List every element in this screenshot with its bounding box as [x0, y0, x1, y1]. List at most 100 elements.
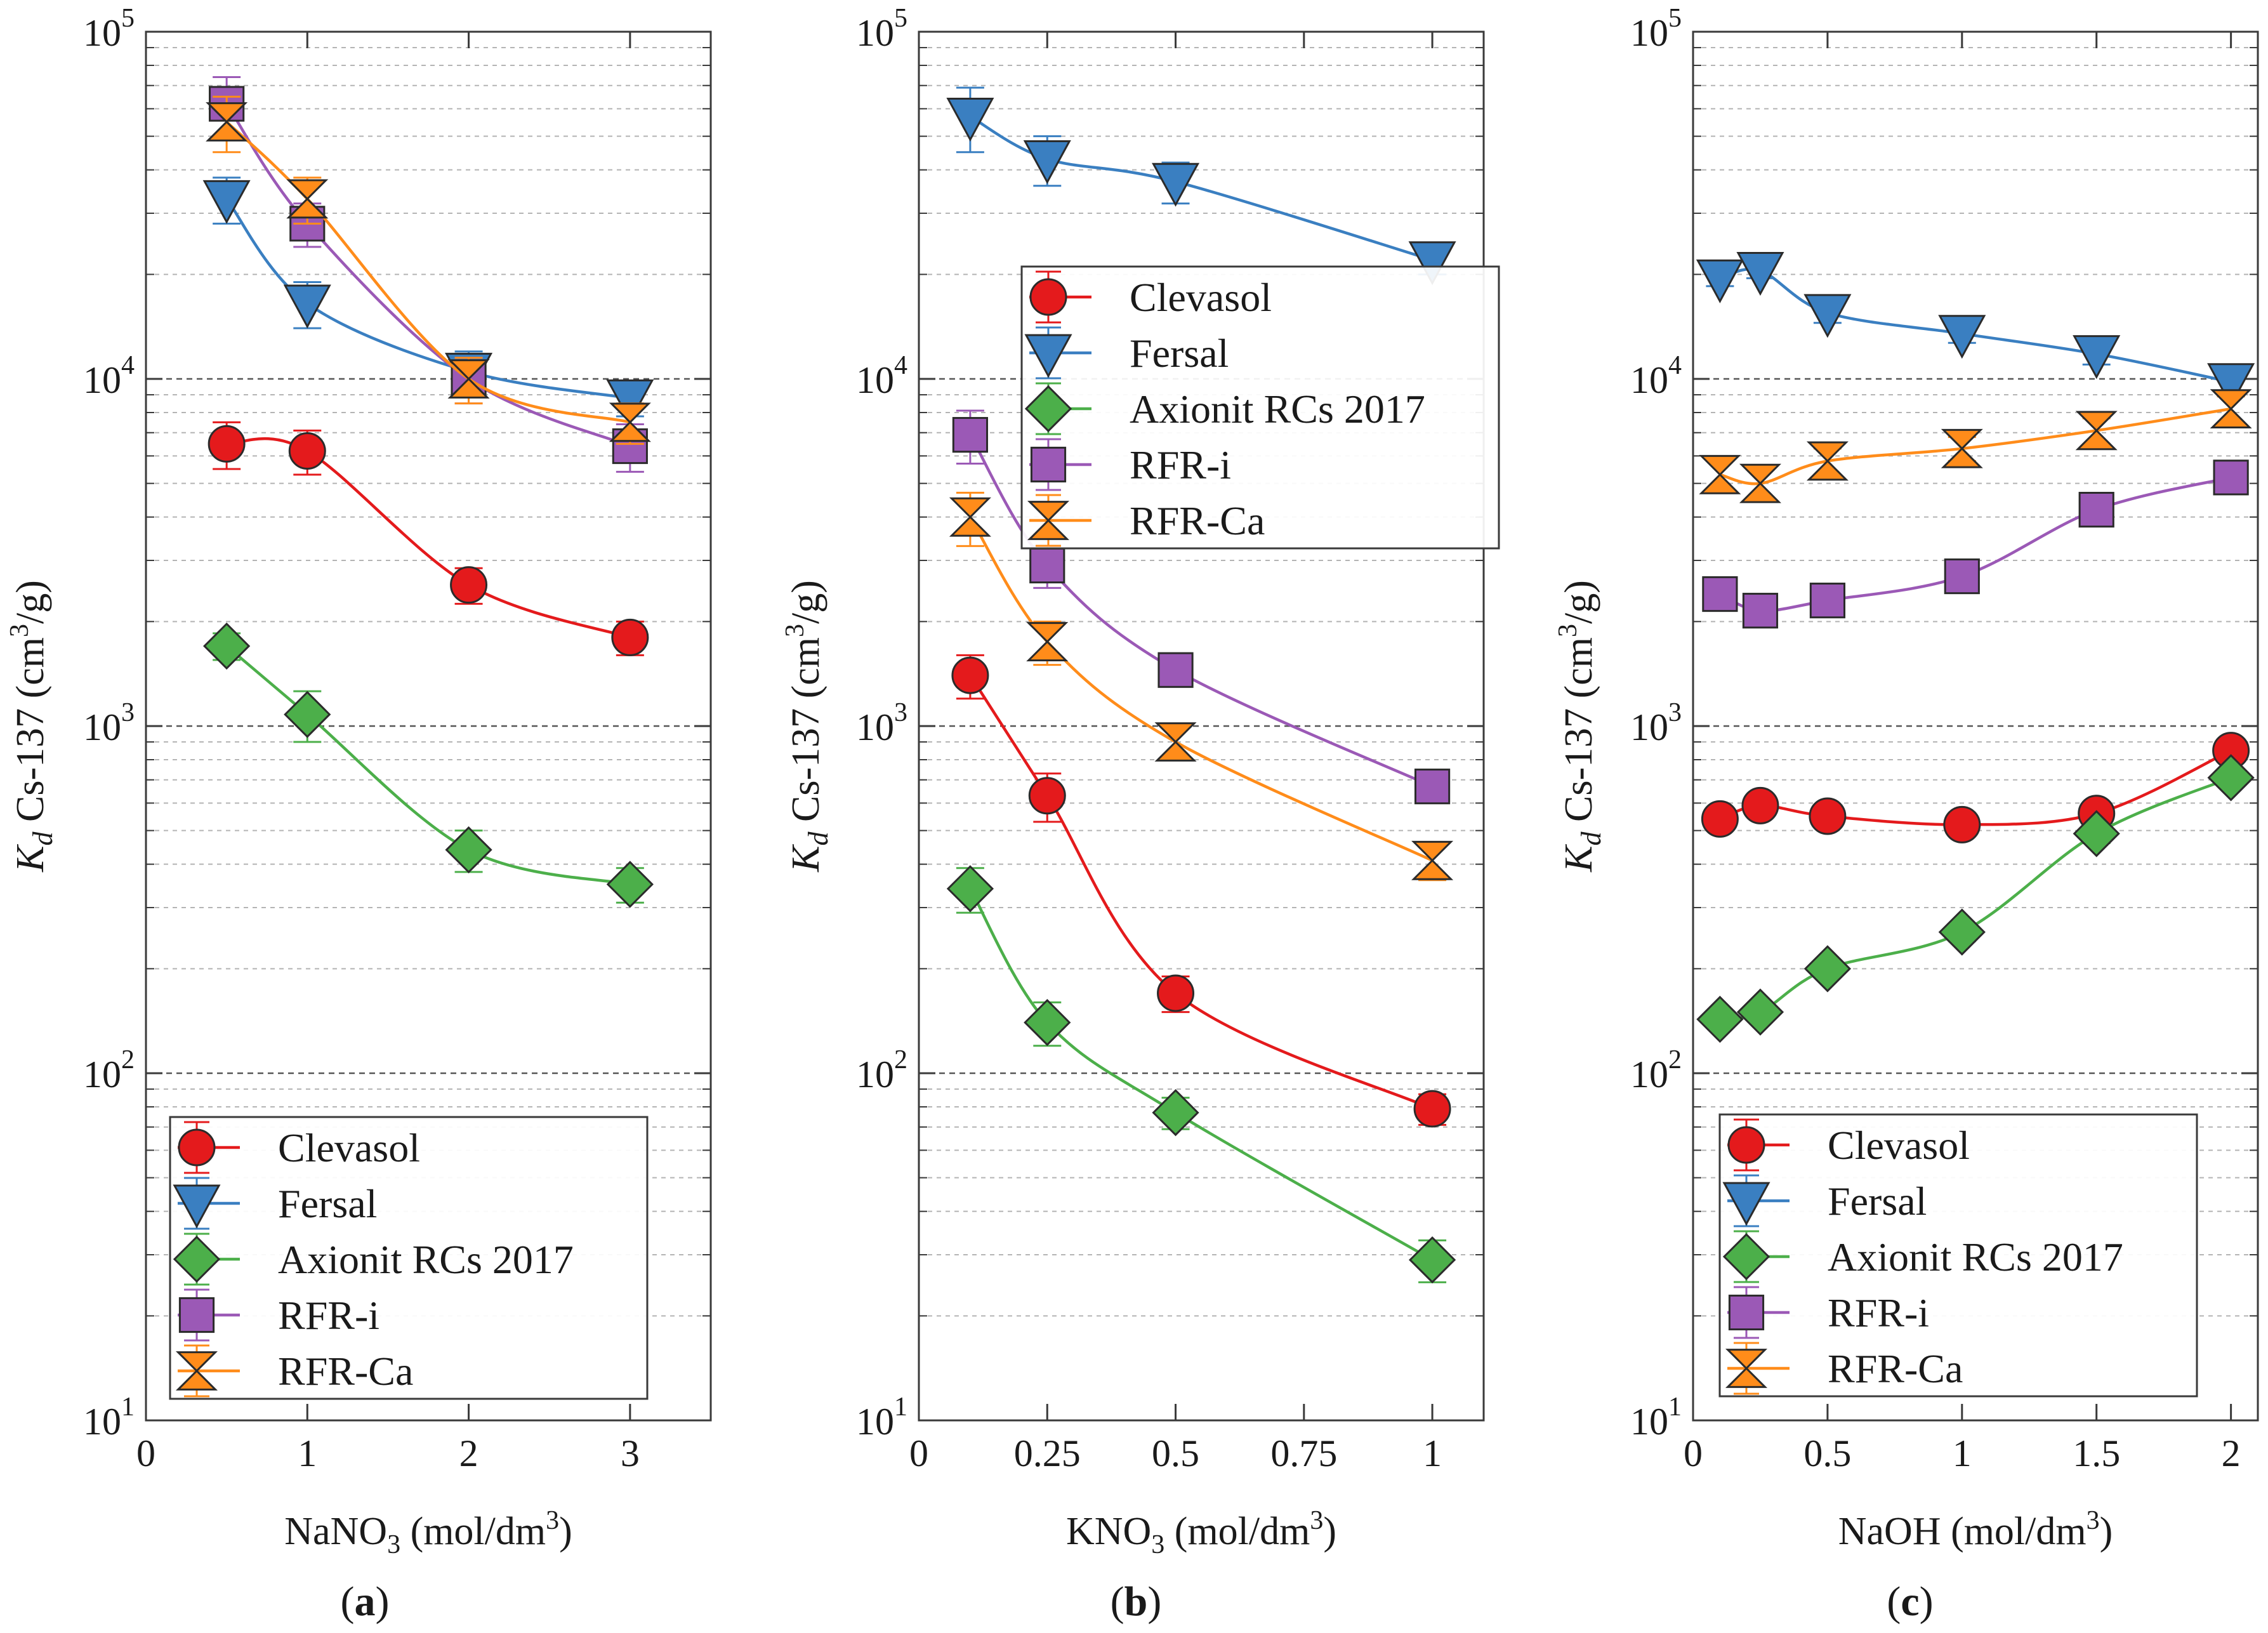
data-point — [606, 379, 654, 423]
panel-c-series — [1696, 251, 2255, 1043]
series-axionit-rcs-2017 — [1696, 754, 2255, 1043]
y-tick-label: 101 — [83, 1392, 135, 1443]
legend-label: RFR-i — [1828, 1290, 1929, 1335]
data-point — [1152, 162, 1200, 207]
data-point — [288, 432, 326, 470]
x-tick-label: 3 — [621, 1432, 640, 1474]
data-point — [202, 180, 251, 224]
legend-item-fersal: Fersal — [1024, 326, 1229, 380]
panel-a-x-ticks: 0 1 2 3 — [136, 32, 640, 1474]
data-point — [1023, 140, 1071, 185]
data-point — [1736, 988, 1784, 1036]
data-point — [2207, 363, 2255, 407]
y-tick-label: 105 — [856, 4, 907, 54]
data-point — [1024, 998, 1071, 1047]
data-point — [1943, 805, 1981, 843]
legend-label: Fersal — [1828, 1179, 1927, 1224]
data-point — [1414, 769, 1451, 805]
data-point — [1938, 315, 1986, 359]
panel-a-series — [202, 76, 654, 908]
data-point — [952, 417, 989, 453]
data-point — [2078, 491, 2114, 528]
legend-label: Axionit RCs 2017 — [278, 1237, 574, 1282]
x-tick-label: 0.5 — [1803, 1432, 1851, 1474]
series-line — [968, 433, 1434, 788]
panel-b-y-axis-label: Kd Cs-137 (cm3/g) — [781, 580, 834, 873]
y-tick-label: 102 — [1630, 1045, 1682, 1095]
legend-marker — [1725, 1349, 1768, 1388]
panel-c: 101 102 103 104 105 0 0.5 1 1.5 2 Kd Cs-137 (cm3… — [1553, 4, 2259, 1625]
data-point — [1413, 1090, 1451, 1128]
x-tick-label: 0.25 — [1014, 1432, 1081, 1474]
data-point — [1026, 622, 1069, 661]
x-tick-label: 0.5 — [1152, 1432, 1199, 1474]
data-point — [1152, 1088, 1199, 1137]
panel-a-x-axis-label: NaNO3 (mol/dm3) — [284, 1506, 572, 1559]
legend-item-clevasol: Clevasol — [178, 1121, 420, 1174]
data-point — [1157, 974, 1195, 1012]
series-rfr-ca — [949, 491, 1454, 882]
panel-c-x-axis-label: NaOH (mol/dm3) — [1838, 1506, 2113, 1553]
panel-c-y-ticks: 101 102 103 104 105 — [1630, 4, 2258, 1443]
data-point — [447, 359, 490, 399]
series-line — [225, 198, 631, 400]
series-line — [226, 437, 631, 639]
x-tick-label: 1 — [1953, 1432, 1972, 1474]
legend-label: Axionit RCs 2017 — [1130, 387, 1425, 432]
series-fersal — [1696, 251, 2255, 407]
panel-a-y-axis-label: Kd Cs-137 (cm3/g) — [5, 580, 58, 873]
series-clevasol — [951, 654, 1451, 1128]
legend-item-rfr-ca: RFR-Ca — [175, 1344, 413, 1398]
data-point — [1157, 652, 1194, 688]
series-line — [969, 674, 1434, 1111]
legend-marker — [1027, 501, 1070, 540]
data-point — [1411, 840, 1454, 880]
data-point — [1154, 722, 1197, 762]
legend-marker — [1722, 1182, 1770, 1226]
panel-a-y-ticks: 101 102 103 104 105 — [83, 4, 711, 1443]
legend-marker — [1029, 278, 1067, 316]
legend-label: Clevasol — [1828, 1123, 1970, 1168]
legend-item-rfr-i: RFR-i — [178, 1288, 379, 1342]
data-point — [1696, 259, 1744, 303]
data-point — [445, 826, 492, 874]
data-point — [1941, 428, 1983, 468]
data-point — [1696, 995, 1744, 1043]
legend-marker — [1024, 334, 1072, 378]
data-point — [1741, 786, 1779, 824]
data-point — [1408, 1236, 1456, 1284]
data-point — [283, 284, 331, 329]
data-point — [450, 566, 488, 604]
series-line — [968, 516, 1434, 862]
legend-item-rfr-i: RFR-i — [1029, 438, 1231, 491]
x-tick-label: 0 — [1684, 1432, 1703, 1474]
x-tick-label: 0 — [909, 1432, 928, 1474]
data-point — [1699, 454, 1741, 494]
series-line — [225, 645, 631, 886]
data-point — [611, 618, 649, 656]
panel-b-legend: Clevasol Fersal Axionit RCs 2017 RFR-i RFR-C… — [1020, 265, 1500, 550]
series-axionit-rcs-2017 — [203, 622, 654, 908]
data-point — [946, 865, 994, 913]
legend-item-axionit-rcs-2017: Axionit RCs 2017 — [1722, 1230, 2123, 1283]
legend-label: Clevasol — [1130, 275, 1272, 320]
data-point — [284, 691, 331, 738]
data-point — [206, 102, 248, 142]
y-tick-label: 104 — [83, 351, 135, 401]
legend-marker — [1030, 446, 1067, 483]
legend-label: RFR-i — [278, 1293, 379, 1338]
x-tick-label: 0.75 — [1270, 1432, 1337, 1474]
legend-label: RFR-i — [1130, 442, 1231, 487]
panel-b-y-ticks: 101 102 103 104 105 — [856, 4, 1484, 1443]
y-tick-label: 105 — [83, 4, 135, 54]
legend-label: RFR-Ca — [1130, 498, 1265, 543]
legend-box — [169, 1116, 649, 1400]
x-tick-label: 1 — [298, 1432, 317, 1474]
series-rfr-i — [952, 409, 1451, 805]
y-tick-label: 104 — [856, 351, 907, 401]
legend-box — [1718, 1113, 2198, 1398]
panel-b-x-ticks: 0 0.25 0.5 0.75 1 — [909, 32, 1442, 1474]
y-tick-label: 104 — [1630, 351, 1682, 401]
legend-marker — [1727, 1126, 1765, 1164]
panel-a-label: (a) — [341, 1578, 390, 1625]
